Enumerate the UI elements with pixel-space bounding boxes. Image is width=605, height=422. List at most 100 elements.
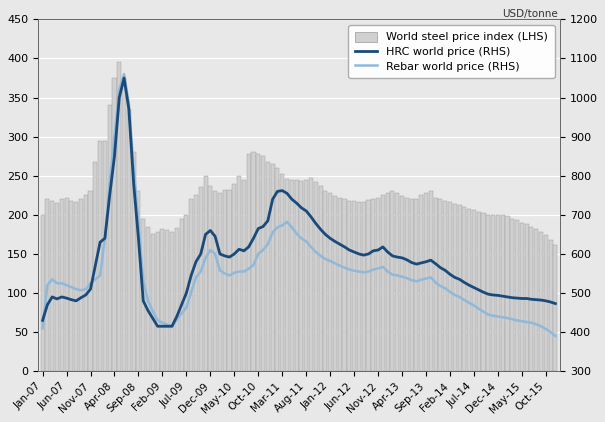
Bar [414,199,419,371]
Bar [132,152,136,371]
Bar [318,186,322,371]
Bar [534,229,538,371]
Bar [257,154,260,371]
Bar [155,232,160,371]
Bar [457,206,462,371]
Bar [74,202,78,371]
Bar [338,197,342,371]
Bar [395,193,399,371]
Bar [304,180,308,371]
Bar [242,180,246,371]
Bar [136,192,140,371]
Bar [146,227,150,371]
Bar [280,174,284,371]
Bar [45,199,50,371]
Bar [371,199,375,371]
Bar [515,220,519,371]
Bar [453,204,457,371]
Bar [496,215,500,371]
Bar [65,197,68,371]
Bar [70,201,73,371]
Bar [419,195,424,371]
Bar [41,215,45,371]
Bar [79,199,83,371]
Bar [376,197,380,371]
Bar [477,212,481,371]
Bar [549,240,552,371]
Bar [501,215,505,371]
Bar [505,216,509,371]
Bar [290,180,294,371]
Bar [208,186,212,371]
Bar [429,192,433,371]
Bar [227,190,232,371]
Bar [410,199,414,371]
Bar [352,201,356,371]
Bar [165,230,169,371]
Bar [362,202,366,371]
Bar [170,232,174,371]
Text: USD/tonne: USD/tonne [502,9,558,19]
Bar [247,154,250,371]
Bar [385,193,390,371]
Bar [223,190,227,371]
Bar [275,168,280,371]
Bar [405,197,409,371]
Bar [203,176,208,371]
Bar [160,229,165,371]
Bar [510,219,514,371]
Bar [232,184,237,371]
Bar [55,203,59,371]
Legend: World steel price index (LHS), HRC world price (RHS), Rebar world price (RHS): World steel price index (LHS), HRC world… [348,25,555,78]
Bar [299,181,304,371]
Bar [424,193,428,371]
Bar [108,106,112,371]
Bar [151,234,155,371]
Bar [491,215,495,371]
Bar [261,156,265,371]
Bar [218,193,222,371]
Bar [520,223,524,371]
Bar [60,199,64,371]
Bar [266,162,270,371]
Bar [237,176,241,371]
Bar [357,202,361,371]
Bar [443,201,447,371]
Bar [462,207,466,371]
Bar [88,192,93,371]
Bar [185,215,188,371]
Bar [342,199,347,371]
Bar [113,78,117,371]
Bar [194,195,198,371]
Bar [314,182,318,371]
Bar [381,195,385,371]
Bar [367,200,370,371]
Bar [83,195,88,371]
Bar [525,224,529,371]
Bar [539,232,543,371]
Bar [122,78,126,371]
Bar [141,219,145,371]
Bar [213,192,217,371]
Bar [544,235,548,371]
Bar [328,193,332,371]
Bar [472,210,476,371]
Bar [198,187,203,371]
Bar [529,227,534,371]
Bar [117,62,122,371]
Bar [93,162,97,371]
Bar [189,199,193,371]
Bar [295,181,299,371]
Bar [482,213,486,371]
Bar [439,199,442,371]
Bar [50,201,54,371]
Bar [309,178,313,371]
Bar [98,141,102,371]
Bar [554,245,557,371]
Bar [180,219,183,371]
Bar [270,164,275,371]
Bar [127,109,131,371]
Bar [467,208,471,371]
Bar [252,152,255,371]
Bar [323,192,327,371]
